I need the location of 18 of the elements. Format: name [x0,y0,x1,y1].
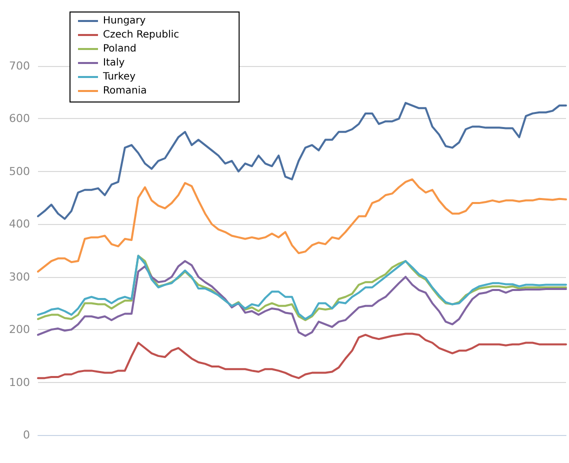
y-tick-label: 600 [9,112,30,126]
legend-label: Italy [103,58,125,68]
y-tick-label: 200 [9,323,30,336]
legend-label: Turkey [102,72,136,82]
line-series [37,178,567,273]
y-tick-label: 0 [23,428,30,442]
y-tick-label: 400 [9,218,30,231]
legend-label: Poland [103,44,136,54]
line-series [37,102,567,220]
y-tick-label: 500 [9,164,30,178]
y-tick-label: 100 [9,376,30,389]
y-tick-label: 700 [9,60,30,72]
legend-label: Hungary [103,16,146,26]
legend-label: Czech Republic [103,30,180,40]
y-tick-label: 300 [9,270,30,284]
line-series [37,332,567,380]
legend-label: Romania [103,86,147,96]
line-series [37,260,567,337]
